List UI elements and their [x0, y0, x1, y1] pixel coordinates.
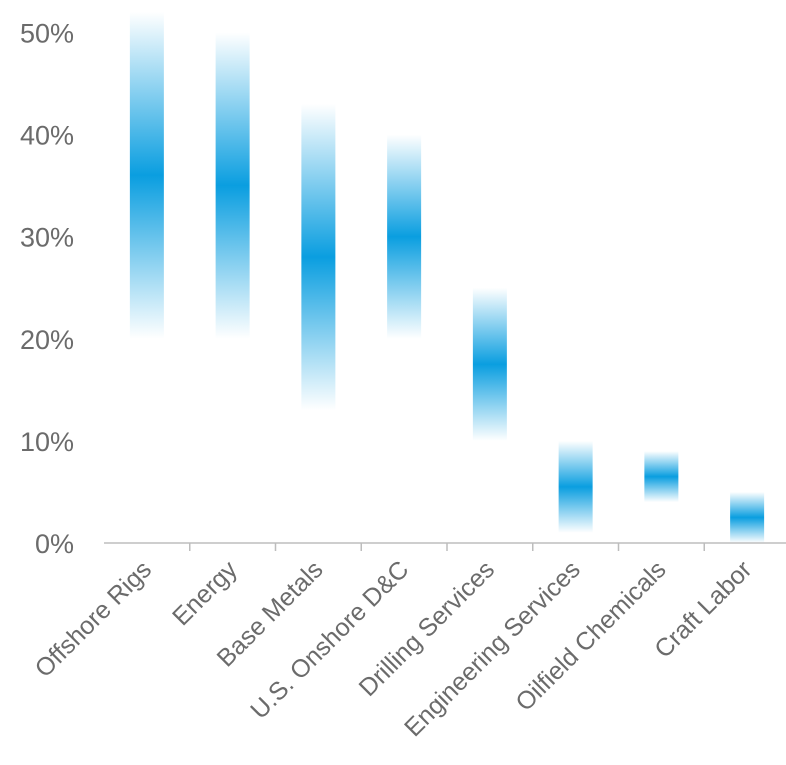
y-axis: 0% 10% 20% 30% 40% 50% — [20, 18, 74, 559]
y-tick-label: 10% — [20, 427, 74, 457]
range-bar — [472, 287, 507, 441]
range-bar — [301, 103, 336, 411]
x-category-label: Energy — [167, 555, 243, 631]
range-bar — [730, 491, 765, 543]
bars-group — [129, 12, 765, 543]
x-category-label: U.S. Onshore D&C — [245, 555, 414, 724]
x-category-label: Oilfield Chemicals — [510, 555, 671, 716]
y-tick-label: 40% — [20, 121, 74, 151]
y-tick-label: 50% — [20, 18, 74, 48]
y-tick-label: 20% — [20, 325, 74, 355]
range-bar — [387, 134, 422, 339]
range-bar — [215, 32, 250, 339]
range-bar — [129, 12, 164, 339]
y-tick-label: 30% — [20, 223, 74, 253]
y-tick-label: 0% — [35, 529, 74, 559]
range-bar — [558, 440, 593, 533]
x-category-label: Offshore Rigs — [30, 555, 158, 683]
range-bar — [644, 451, 679, 503]
